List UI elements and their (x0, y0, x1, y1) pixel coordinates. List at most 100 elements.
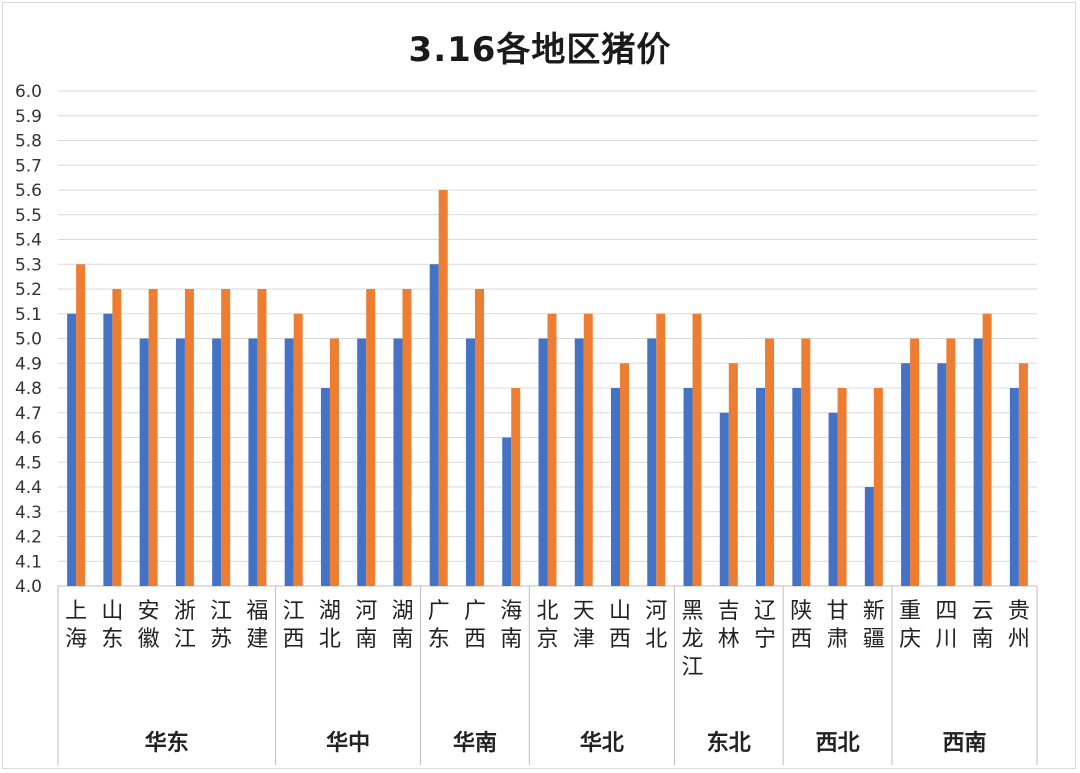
bar-series-2 (728, 363, 738, 586)
x-category-label: 河南 (355, 599, 377, 652)
x-category-label: 新疆 (863, 599, 885, 652)
y-tick-label: 5.0 (15, 330, 42, 350)
x-category-label: 甘肃 (827, 599, 849, 652)
bar-series-2 (329, 338, 339, 586)
y-tick-label: 5.9 (15, 107, 42, 127)
bar-series-2 (583, 313, 593, 586)
y-tick-label: 6.0 (15, 82, 42, 102)
bar-series-2 (801, 338, 811, 586)
y-tick-label: 5.2 (15, 280, 42, 300)
bar-series-2 (76, 264, 86, 586)
bar-series-1 (756, 388, 766, 586)
x-category-label: 江西 (283, 599, 305, 652)
bar-series-2 (293, 313, 303, 586)
y-tick-label: 4.0 (15, 577, 42, 597)
y-tick-label: 5.3 (15, 255, 42, 275)
x-group-label: 西南 (942, 731, 986, 756)
bar-series-1 (792, 388, 802, 586)
bar-series-1 (320, 388, 330, 586)
x-category-label: 海南 (500, 599, 522, 652)
x-category-label: 广东 (428, 599, 450, 652)
bar-series-1 (393, 338, 403, 586)
y-tick-label: 4.9 (15, 354, 42, 374)
bar-series-1 (212, 338, 222, 586)
x-group-label: 华北 (580, 730, 624, 756)
bar-series-1 (465, 338, 475, 586)
bar-series-1 (429, 264, 439, 586)
bar-series-1 (864, 487, 874, 586)
chart-title: 3.16各地区猪价 (408, 30, 672, 70)
x-category-label: 四川 (935, 599, 957, 652)
x-category-label: 湖北 (319, 599, 341, 652)
bar-series-1 (175, 338, 185, 586)
bar-series-1 (901, 363, 911, 586)
y-tick-label: 4.6 (15, 429, 42, 449)
x-category-label: 浙江 (174, 599, 196, 652)
x-group-label: 华东 (145, 730, 189, 756)
bar-series-2 (547, 313, 557, 586)
bar-series-1 (719, 412, 729, 586)
bar-series-2 (511, 388, 521, 586)
bar-series-1 (103, 313, 113, 586)
bar-series-1 (502, 437, 512, 586)
x-category-label: 上海 (65, 599, 87, 652)
bar-series-2 (692, 313, 702, 586)
x-category-label: 江苏 (210, 599, 232, 652)
x-group-label: 西北 (816, 731, 860, 756)
bar-series-2 (402, 289, 412, 586)
x-group-label: 华南 (453, 730, 497, 756)
y-tick-label: 5.6 (15, 181, 42, 201)
y-tick-label: 4.2 (15, 528, 42, 548)
bar-series-1 (357, 338, 367, 586)
x-category-label: 广西 (464, 599, 486, 652)
x-category-label: 安徽 (138, 599, 160, 652)
x-group-label: 华中 (326, 730, 370, 756)
bar-series-1 (284, 338, 294, 586)
bar-series-2 (474, 289, 484, 586)
y-tick-label: 5.1 (15, 305, 42, 325)
bar-series-2 (221, 289, 231, 586)
x-category-label: 山西 (609, 599, 631, 652)
y-tick-label: 4.3 (15, 503, 42, 523)
x-category-label: 山东 (101, 599, 123, 652)
y-tick-label: 4.7 (15, 404, 42, 424)
y-tick-label: 5.7 (15, 156, 42, 176)
x-category-label: 辽宁 (754, 599, 776, 652)
x-category-label: 河北 (645, 599, 667, 652)
bar-series-1 (647, 338, 657, 586)
bar-series-1 (248, 338, 258, 586)
bar-series-2 (765, 338, 775, 586)
bar-series-1 (139, 338, 149, 586)
y-tick-label: 4.4 (15, 478, 42, 498)
x-category-label: 吉林 (718, 599, 740, 652)
x-category-label: 福建 (246, 599, 268, 652)
bar-series-1 (611, 388, 621, 586)
x-category-label: 贵州 (1008, 599, 1030, 652)
x-category-label: 天津 (573, 599, 595, 652)
bar-series-2 (910, 338, 920, 586)
bar-series-2 (873, 388, 883, 586)
bar-series-2 (837, 388, 847, 586)
x-category-label: 北京 (536, 599, 558, 652)
bar-series-2 (257, 289, 267, 586)
x-category-label: 云南 (972, 599, 994, 652)
bar-series-2 (620, 363, 630, 586)
x-category-label: 湖南 (391, 599, 413, 652)
bar-series-2 (148, 289, 158, 586)
bar-series-2 (438, 190, 448, 586)
bar-series-2 (656, 313, 666, 586)
x-category-label: 重庆 (899, 599, 921, 652)
x-category-label: 陕西 (790, 599, 812, 652)
y-tick-label: 5.8 (15, 132, 42, 152)
y-tick-label: 5.5 (15, 206, 42, 226)
bar-series-2 (1018, 363, 1028, 586)
x-group-label: 东北 (707, 730, 751, 756)
bar-series-1 (937, 363, 947, 586)
y-tick-label: 4.5 (15, 453, 42, 473)
bar-series-1 (828, 412, 838, 586)
bar-series-2 (946, 338, 956, 586)
bar-series-2 (366, 289, 376, 586)
y-tick-label: 4.8 (15, 379, 42, 399)
bar-series-1 (1009, 388, 1019, 586)
